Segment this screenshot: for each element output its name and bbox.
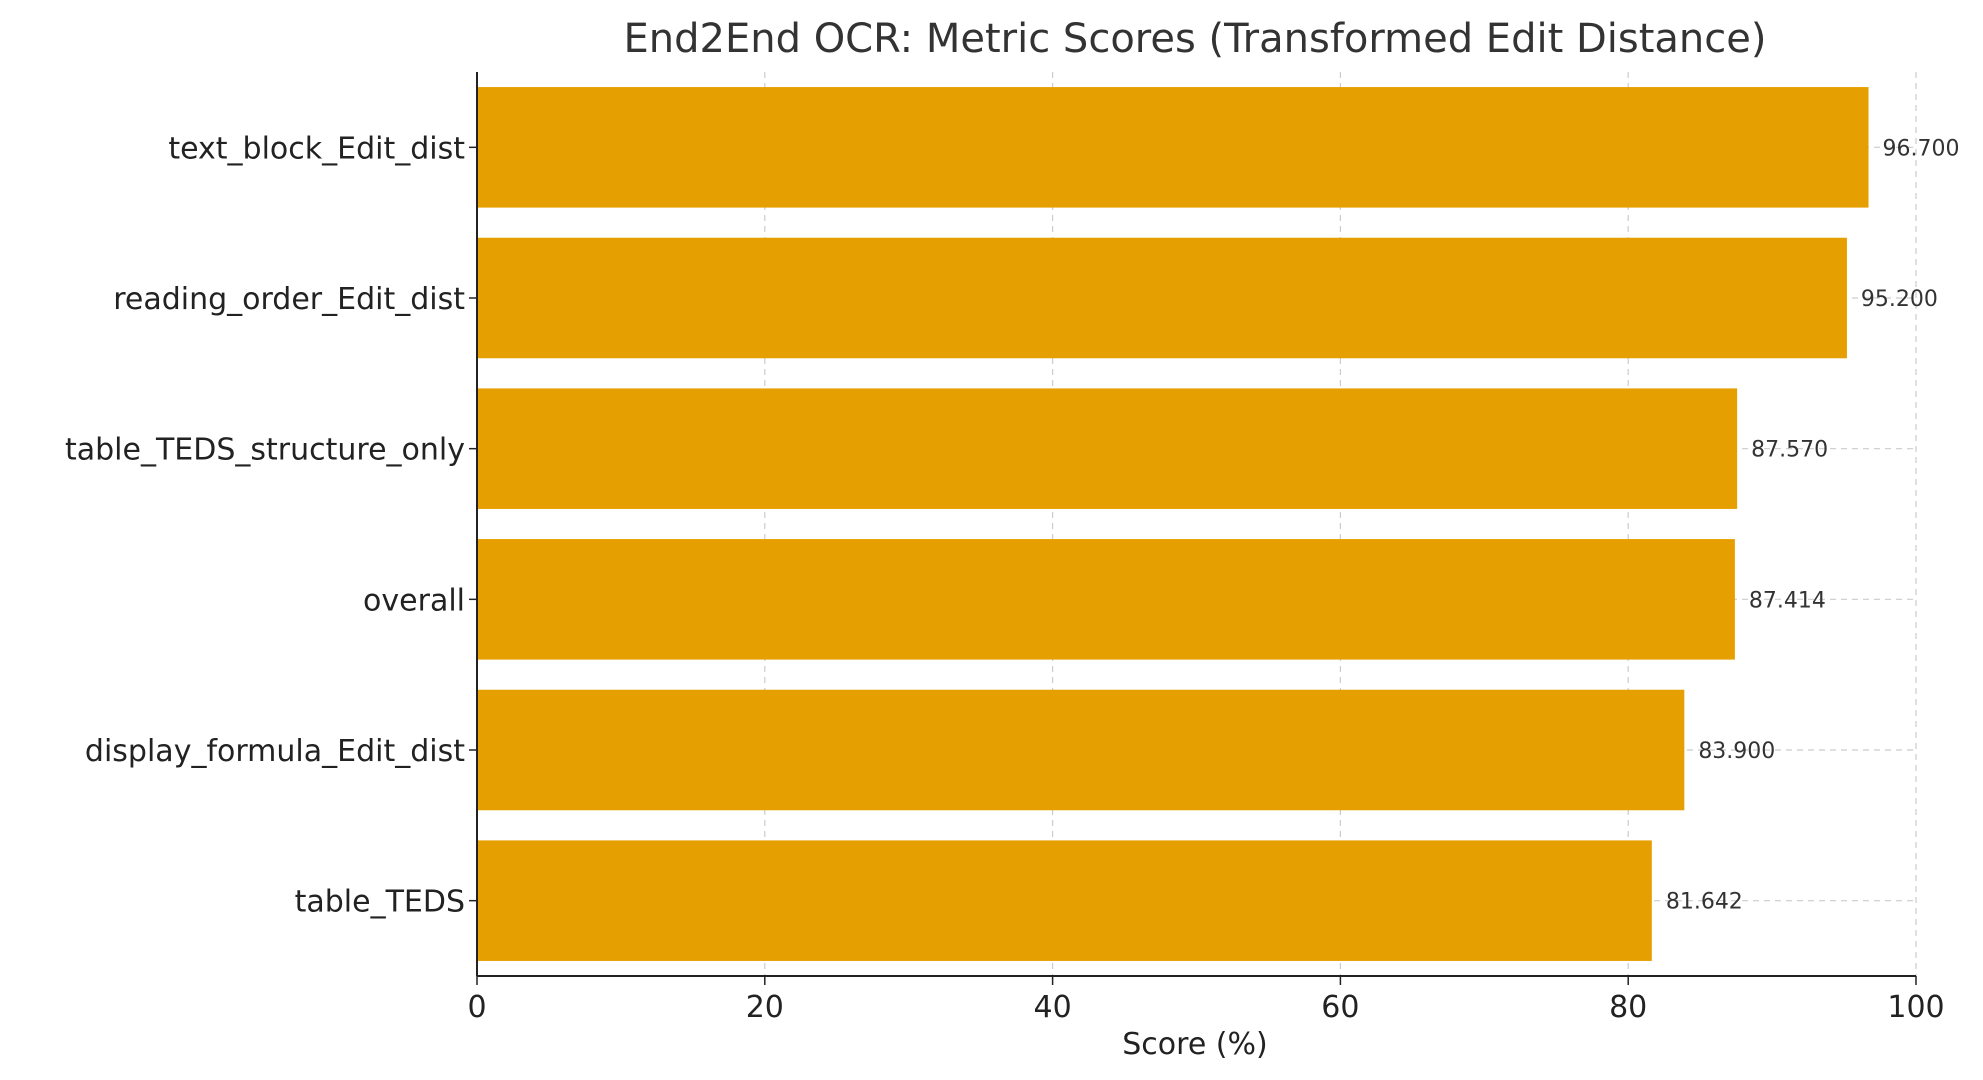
x-tick-label: 80 <box>1609 990 1647 1025</box>
bar-value-label: 81.642 <box>1666 890 1743 915</box>
bar-value-label: 87.414 <box>1749 588 1826 613</box>
category-label: display_formula_Edit_dist <box>85 734 465 769</box>
bar <box>477 840 1652 961</box>
x-axis-label: Score (%) <box>1122 1027 1267 1062</box>
x-tick-label: 20 <box>746 990 784 1025</box>
x-tick-label: 100 <box>1887 990 1944 1025</box>
bar-value-label: 96.700 <box>1883 136 1960 161</box>
category-label: table_TEDS_structure_only <box>65 433 465 468</box>
bar <box>477 539 1735 660</box>
category-label: text_block_Edit_dist <box>168 131 465 166</box>
bar-value-label: 83.900 <box>1698 739 1775 764</box>
category-label: table_TEDS <box>295 885 465 920</box>
x-tick-label: 40 <box>1034 990 1072 1025</box>
bar <box>477 388 1738 509</box>
x-tick-label: 60 <box>1321 990 1359 1025</box>
bar-value-label: 95.200 <box>1861 287 1938 312</box>
category-label: overall <box>363 583 465 618</box>
chart-title: End2End OCR: Metric Scores (Transformed … <box>624 16 1767 62</box>
bar <box>477 689 1685 811</box>
bars-layer: 96.700 95.200 87.570 87.414 83.900 81.642 <box>477 87 1959 961</box>
bar <box>477 237 1847 359</box>
category-label: reading_order_Edit_dist <box>113 282 465 317</box>
x-tick-label: 0 <box>467 990 486 1025</box>
bar <box>477 87 1869 208</box>
axes-layer: text_block_Edit_dist reading_order_Edit_d… <box>65 72 1945 1025</box>
bar-value-label: 87.570 <box>1751 438 1828 463</box>
